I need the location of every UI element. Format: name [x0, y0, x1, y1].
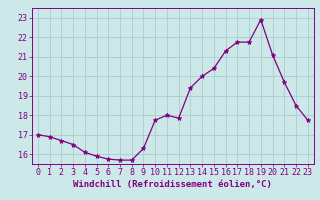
X-axis label: Windchill (Refroidissement éolien,°C): Windchill (Refroidissement éolien,°C)	[73, 180, 272, 189]
